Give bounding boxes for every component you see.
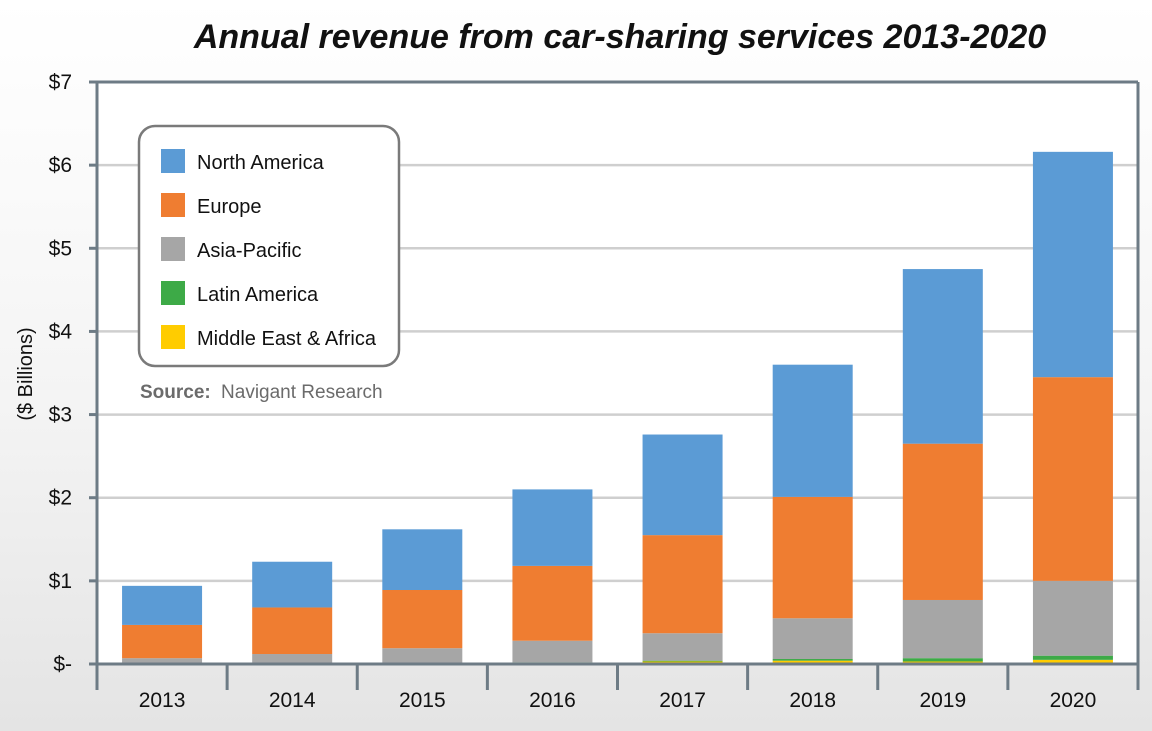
bar-segment — [642, 660, 723, 662]
bar-segment — [252, 561, 333, 608]
bar-segment — [252, 607, 333, 655]
bar-segment — [772, 496, 853, 619]
bar-segment — [1032, 659, 1113, 664]
bar-segment — [902, 269, 983, 444]
y-tick-label: $7 — [49, 71, 72, 94]
bar-segment — [642, 633, 723, 661]
bar-segment — [382, 648, 463, 664]
legend-swatch — [161, 281, 185, 305]
x-tick-label: 2018 — [789, 689, 836, 712]
legend-box — [137, 124, 401, 368]
bar-segment — [642, 535, 723, 634]
bar-segment — [1032, 655, 1113, 660]
chart-title: Annual revenue from car-sharing services… — [193, 18, 1046, 56]
legend-swatch — [161, 237, 185, 261]
bar-segment — [122, 585, 203, 625]
x-tick-label: 2019 — [919, 689, 966, 712]
bar-segment — [122, 624, 203, 659]
legend-label: Asia-Pacific — [197, 240, 301, 262]
x-tick-label: 2016 — [529, 689, 576, 712]
legend-swatch — [161, 325, 185, 349]
y-tick-label: $1 — [49, 570, 72, 593]
x-tick-label: 2013 — [139, 689, 186, 712]
x-tick-label: 2014 — [269, 689, 316, 712]
axes: $- $1 $2 $3 $4 $5 $6 $7 2013 2014 2015 2016 2017 2018… — [49, 71, 1140, 712]
legend-label: Middle East & Africa — [197, 328, 377, 350]
bar-segment — [512, 489, 593, 566]
bar-segment — [642, 434, 723, 536]
legend: North America Europe Asia-Pacific Latin Ame… — [137, 124, 401, 368]
bars — [122, 151, 1113, 664]
legend-swatch — [161, 149, 185, 173]
y-tick-label: $- — [53, 653, 72, 676]
y-axis-label: ($ Billions) — [15, 327, 37, 420]
bar-segment — [772, 659, 853, 661]
y-tick-label: $3 — [49, 404, 72, 427]
legend-swatch — [161, 193, 185, 217]
bar-segment — [1032, 377, 1113, 581]
legend-label: Europe — [197, 196, 262, 218]
bar-segment — [902, 599, 983, 659]
x-tick-label: 2015 — [399, 689, 446, 712]
y-tick-label: $4 — [49, 320, 73, 343]
bar-segment — [512, 640, 593, 663]
y-tick-label: $6 — [49, 154, 72, 177]
source-text: Navigant Research — [221, 382, 383, 403]
bar-segment — [512, 565, 593, 641]
source-note: Source: Navigant Research — [140, 382, 383, 403]
bar-segment — [772, 364, 853, 497]
y-tick-label: $5 — [49, 237, 72, 260]
bar-segment — [772, 660, 853, 664]
bar-segment — [382, 529, 463, 591]
bar-segment — [252, 654, 333, 664]
x-tick-label: 2017 — [659, 689, 706, 712]
bar-segment — [1032, 580, 1113, 656]
y-tick-label: $2 — [49, 487, 72, 510]
bar-segment — [122, 658, 203, 664]
source-label: Source: — [140, 382, 211, 403]
x-tick-label: 2020 — [1050, 689, 1097, 712]
legend-label: Latin America — [197, 284, 319, 306]
bar-segment — [902, 443, 983, 600]
bar-segment — [772, 618, 853, 660]
bar-segment — [382, 590, 463, 649]
bar-segment — [1032, 151, 1113, 378]
legend-label: North America — [197, 152, 325, 174]
bar-segment — [902, 658, 983, 662]
